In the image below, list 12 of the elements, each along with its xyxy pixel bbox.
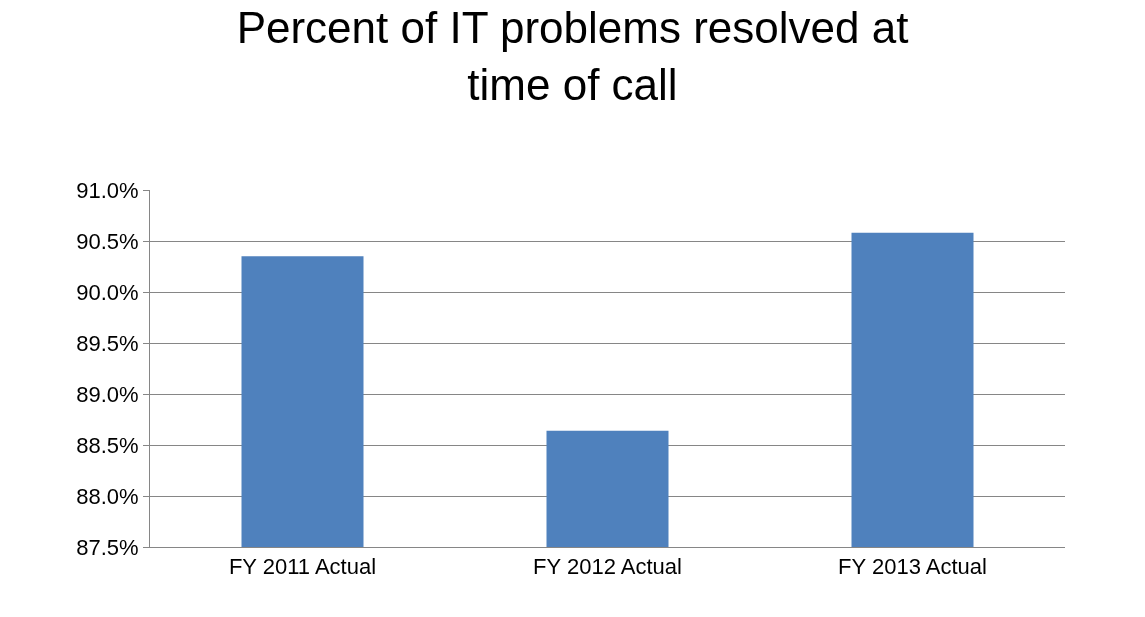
y-tick-label: 91.0% xyxy=(76,177,139,203)
chart-title: Percent of IT problems resolved at time of call xyxy=(236,3,909,110)
y-tick-label: 90.0% xyxy=(76,279,139,305)
y-tick-label: 88.5% xyxy=(76,432,139,458)
y-tick-label: 90.5% xyxy=(76,228,139,254)
x-tick-label: FY 2012 Actual xyxy=(533,554,682,580)
x-tick-label: FY 2011 Actual xyxy=(228,554,377,580)
y-tick-label: 89.5% xyxy=(76,330,139,356)
y-tick-label: 89.0% xyxy=(76,381,139,407)
y-tick-label: 87.5% xyxy=(76,534,139,560)
y-tick-label: 88.0% xyxy=(76,483,139,509)
x-tick-label: FY 2013 Actual xyxy=(838,554,987,580)
